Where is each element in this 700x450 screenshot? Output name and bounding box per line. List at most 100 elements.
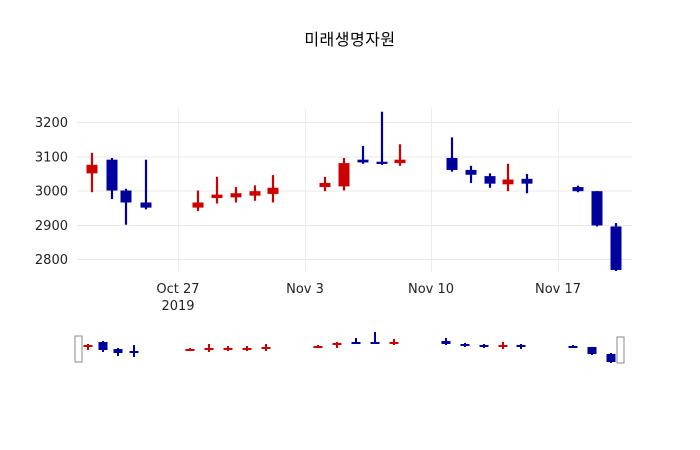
chart-title: 미래생명자원 xyxy=(304,30,396,49)
candle-body xyxy=(394,159,406,164)
x-axis-tick-label: Nov 10 xyxy=(408,282,454,297)
range-candlestick[interactable] xyxy=(460,343,470,347)
candlestick[interactable] xyxy=(394,144,406,166)
range-candlestick[interactable] xyxy=(568,345,578,348)
x-axis-tick-label: Nov 17 xyxy=(535,282,581,297)
candle-body xyxy=(267,187,279,194)
candlestick[interactable] xyxy=(357,145,369,164)
range-candle-body xyxy=(98,342,108,350)
range-candlestick[interactable] xyxy=(83,344,93,350)
y-axis-tick-label: 3000 xyxy=(35,185,68,200)
candle-body xyxy=(521,178,533,184)
candlestick[interactable] xyxy=(86,152,98,193)
range-candlestick[interactable] xyxy=(606,353,616,363)
range-candle-body xyxy=(568,346,578,348)
candlestick[interactable] xyxy=(192,190,204,212)
range-handle-right[interactable] xyxy=(616,336,625,364)
range-candlestick[interactable] xyxy=(332,342,342,348)
candle-body xyxy=(338,163,350,187)
candle-body xyxy=(230,193,242,198)
range-candlestick[interactable] xyxy=(441,338,451,345)
candlestick[interactable] xyxy=(610,223,622,271)
range-candle-body xyxy=(223,348,233,350)
candle-body xyxy=(610,226,622,270)
range-candle-body xyxy=(516,345,526,347)
range-candlestick[interactable] xyxy=(351,338,361,344)
x-axis-tick-label: Nov 3 xyxy=(286,282,324,297)
candlestick[interactable] xyxy=(120,188,132,225)
candle-body xyxy=(357,159,369,163)
range-candlestick[interactable] xyxy=(129,345,139,357)
range-candle-body xyxy=(351,342,361,344)
candlestick[interactable] xyxy=(521,174,533,194)
candlestick[interactable] xyxy=(230,187,242,203)
range-candlestick[interactable] xyxy=(242,346,252,351)
range-candle-body xyxy=(242,348,252,350)
range-candlestick[interactable] xyxy=(313,345,323,348)
candle-body xyxy=(572,187,584,192)
candlestick[interactable] xyxy=(572,185,584,193)
range-candle-body xyxy=(479,345,489,347)
candle-body xyxy=(465,169,477,175)
range-candle-body xyxy=(332,343,342,345)
candlestick[interactable] xyxy=(140,159,152,210)
candle-body xyxy=(140,202,152,208)
range-candle-body xyxy=(460,344,470,346)
range-candlestick[interactable] xyxy=(223,346,233,351)
range-candle-body xyxy=(261,347,271,349)
range-candlestick[interactable] xyxy=(370,332,380,344)
range-candle-body xyxy=(204,348,214,350)
candlestick[interactable] xyxy=(267,175,279,203)
x-axis-year-label: 2019 xyxy=(161,299,194,314)
candle-body xyxy=(591,191,603,226)
range-candle-body xyxy=(587,347,597,354)
candle-body xyxy=(192,202,204,208)
range-candle-body xyxy=(389,342,399,344)
candlestick[interactable] xyxy=(484,173,496,188)
range-candlestick[interactable] xyxy=(389,339,399,345)
range-candlestick[interactable] xyxy=(185,348,195,351)
y-axis-tick-label: 2900 xyxy=(35,219,68,234)
range-candle-body xyxy=(113,349,123,353)
candle-body xyxy=(120,190,132,203)
candlestick[interactable] xyxy=(319,176,331,192)
y-axis-tick-label: 2800 xyxy=(35,253,68,268)
range-candlestick[interactable] xyxy=(587,347,597,355)
candlestick[interactable] xyxy=(591,191,603,227)
range-candlestick[interactable] xyxy=(204,344,214,352)
range-handle-left[interactable] xyxy=(74,335,83,363)
candlestick[interactable] xyxy=(338,157,350,191)
candle-body xyxy=(319,182,331,188)
candle-body xyxy=(106,159,118,191)
candlestick[interactable] xyxy=(465,165,477,183)
range-candle-body xyxy=(185,349,195,351)
candle-body xyxy=(211,194,223,199)
candlestick[interactable] xyxy=(249,185,261,201)
candle-body xyxy=(86,164,98,174)
candlestick[interactable] xyxy=(446,137,458,172)
candlestick[interactable] xyxy=(106,157,118,200)
candle-body xyxy=(376,161,388,164)
range-selector-plot[interactable] xyxy=(0,320,700,450)
candlestick[interactable] xyxy=(211,176,223,204)
range-candle-body xyxy=(370,342,380,344)
candlestick[interactable] xyxy=(502,163,514,192)
range-candlestick[interactable] xyxy=(98,341,108,352)
candle-body xyxy=(502,179,514,185)
candle-body xyxy=(484,176,496,184)
range-candlestick[interactable] xyxy=(479,344,489,348)
candle-body xyxy=(446,157,458,170)
candle-body xyxy=(249,191,261,196)
range-candlestick[interactable] xyxy=(516,344,526,349)
range-candle-body xyxy=(441,341,451,344)
range-candle-body xyxy=(83,345,93,347)
candlestick[interactable] xyxy=(376,111,388,165)
range-candlestick[interactable] xyxy=(261,344,271,351)
range-candlestick[interactable] xyxy=(498,342,508,349)
y-axis-tick-label: 3100 xyxy=(35,150,68,165)
price-candlestick-plot: 2800 2900 3000 3100 3200 Oct 27 Nov 3 Nov 10 Nov… xyxy=(35,108,632,314)
y-axis-tick-label: 3200 xyxy=(35,116,68,131)
range-candlestick[interactable] xyxy=(113,348,123,356)
x-axis-tick-label: Oct 27 xyxy=(156,282,199,297)
